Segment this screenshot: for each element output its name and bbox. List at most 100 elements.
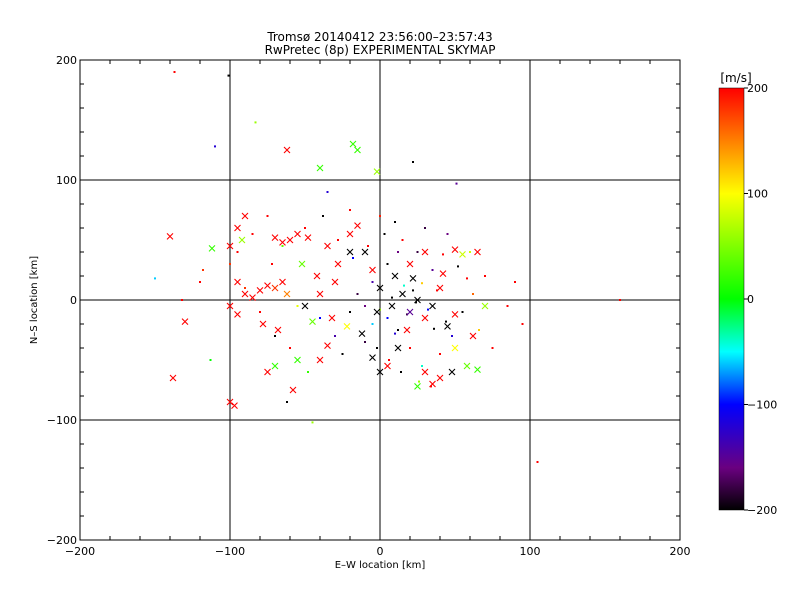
data-point-dot [214,145,216,148]
data-point-dot [491,347,494,349]
colorbar-unit-label: [m/s] [720,71,751,85]
data-point-cross [226,302,234,310]
data-point-dot [416,251,419,253]
data-point-cross [249,294,256,301]
data-point-cross [451,311,459,318]
data-point-dot [446,233,449,235]
data-point-dot [445,320,447,323]
data-point-dot [337,239,339,241]
data-point-dot [326,191,329,193]
colorbar [719,88,744,510]
data-point-cross [349,140,357,148]
data-point-cross [241,290,249,298]
data-point-cross [451,344,459,352]
data-point-cross [354,146,361,154]
data-point-dot [371,323,374,325]
chart-subtitle: RwPretec (8p) EXPERIMENTAL SKYMAP [265,43,496,57]
data-point-dot [442,253,444,256]
data-point-dot [236,251,239,253]
data-point-dot [251,233,254,235]
data-point-cross [469,332,477,340]
data-point-cross [444,323,451,330]
data-point-dot [319,317,321,319]
data-point-dot [391,296,393,299]
data-point-cross [474,248,481,256]
data-point-dot [244,287,246,289]
data-point-cross [343,323,351,330]
data-point-dot [472,293,474,295]
colorbar-ticks: 200 100 0 −100 −200 [744,82,777,517]
data-point-dot [478,329,480,331]
data-point-dot [455,182,458,185]
data-point-cross [391,272,399,280]
data-point-dot [281,245,284,247]
data-point-cross [328,314,336,322]
data-point-cross [264,282,271,289]
data-point-dot [311,421,314,424]
data-point-cross [286,236,294,244]
data-point-cross [294,230,301,238]
x-tick-label: −100 [215,545,245,558]
data-point-cross [331,278,339,286]
data-point-dot [439,353,441,355]
data-point-cross [234,311,241,318]
data-point-cross [271,362,279,370]
data-point-dot [202,269,204,271]
data-point-dot [386,263,389,265]
data-point-cross [369,354,376,361]
data-point-dot [619,299,621,301]
data-point-dot [431,269,434,271]
data-point-cross [271,284,279,292]
data-point-cross [376,368,384,376]
data-point-dot [418,380,420,383]
data-point-cross [234,278,241,286]
data-point-cross [436,374,444,382]
axis-tick-labels: −200 −100 0 100 200 −200 −100 0 100 200 [47,54,691,558]
data-point-cross [316,290,324,298]
data-point-cross [384,362,391,370]
data-point-dot [412,161,414,163]
data-point-dot [254,121,257,124]
data-point-dot [367,245,369,247]
data-point-dot [412,289,414,292]
data-point-cross [294,356,301,364]
data-point-dot [334,335,336,337]
data-point-dot [356,293,359,295]
data-point-dot [484,275,486,277]
data-point-cross [301,302,309,310]
data-point-cross [399,290,406,298]
data-point-cross [283,290,291,298]
y-tick-label: −200 [47,534,77,547]
colorbar-tick-label: −100 [747,399,777,412]
data-point-dot [271,263,273,265]
data-point-cross [421,368,429,376]
data-point-dot [421,365,423,367]
data-point-dot [421,282,423,285]
data-point-dot [349,209,351,211]
data-point-cross [403,326,411,334]
data-point-dot [469,251,471,253]
data-point-dot [536,461,539,463]
data-point-cross [361,248,369,256]
data-point-cross [346,230,354,238]
data-point-cross [451,246,459,253]
data-point-cross [334,260,342,268]
data-point-dot [286,401,288,403]
y-tick-label: 0 [70,294,77,307]
data-point-cross [376,284,384,292]
x-tick-label: 200 [670,545,691,558]
data-point-cross [394,344,402,352]
data-point-cross [166,233,174,240]
data-point-dot [451,335,453,337]
data-point-dot [433,327,435,330]
data-point-dot [181,299,183,301]
data-point-cross [279,278,286,286]
data-point-cross [388,302,396,310]
data-point-cross [313,272,321,280]
data-point-dot [427,308,429,311]
data-point-cross [181,318,189,325]
x-tick-label: −200 [65,545,95,558]
data-point-cross [279,239,286,246]
data-point-cross [238,236,246,244]
